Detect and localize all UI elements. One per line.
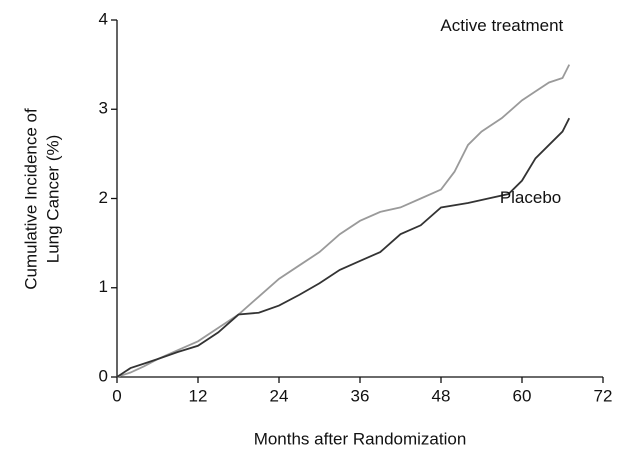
y-tick-label: 2: [99, 188, 108, 207]
series-line: [116, 64, 571, 378]
series-line: [116, 117, 571, 378]
series-label: Active treatment: [440, 16, 563, 35]
x-tick-label: 24: [270, 386, 289, 405]
x-tick-label: 60: [513, 386, 532, 405]
x-tick-label: 0: [112, 386, 121, 405]
x-tick-label: 72: [594, 386, 613, 405]
y-tick-label: 0: [99, 366, 108, 385]
y-axis-label: Lung Cancer (%): [43, 135, 62, 264]
x-tick-label: 36: [351, 386, 370, 405]
y-tick-label: 4: [99, 9, 108, 28]
series-label: Placebo: [500, 188, 561, 207]
y-axis-label: Cumulative Incidence of: [21, 108, 40, 290]
x-tick-label: 48: [432, 386, 451, 405]
x-axis-label: Months after Randomization: [254, 429, 467, 448]
y-tick-label: 3: [99, 99, 108, 118]
x-tick-label: 12: [189, 386, 208, 405]
y-tick-label: 1: [99, 277, 108, 296]
